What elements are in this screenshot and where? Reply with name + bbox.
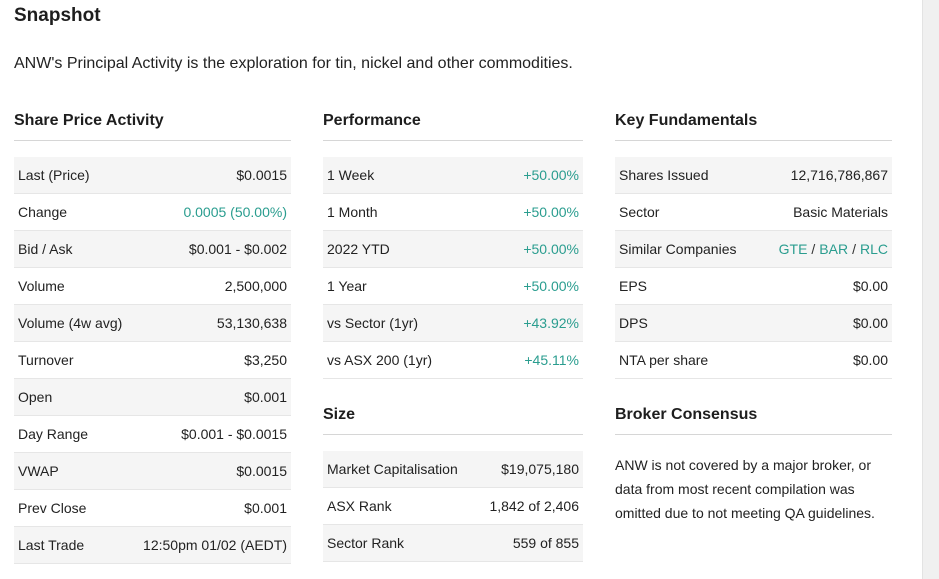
table-row: Market Capitalisation $19,075,180 (323, 451, 583, 488)
row-value: $0.001 - $0.0015 (181, 426, 287, 442)
row-label: VWAP (18, 463, 59, 479)
company-description: ANW's Principal Activity is the explorat… (14, 55, 573, 72)
row-label: 1 Month (327, 204, 378, 220)
row-value: +45.11% (524, 352, 579, 368)
row-value: +50.00% (523, 278, 579, 294)
row-label: Open (18, 389, 53, 405)
table-row: EPS $0.00 (615, 268, 892, 305)
row-label: Sector (619, 204, 660, 220)
row-label: Prev Close (18, 500, 87, 516)
table-row: 2022 YTD +50.00% (323, 231, 583, 268)
row-value: +50.00% (523, 241, 579, 257)
row-value: +43.92% (523, 315, 579, 331)
table-row: Last (Price) $0.0015 (14, 157, 291, 194)
row-value: $19,075,180 (501, 461, 579, 477)
table-row: Volume 2,500,000 (14, 268, 291, 305)
row-label: Bid / Ask (18, 241, 73, 257)
row-value: 2,500,000 (224, 278, 287, 294)
row-value: 1,842 of 2,406 (489, 498, 579, 514)
row-label: Last (Price) (18, 167, 90, 183)
similar-companies-links: GTE / BAR / RLC (779, 241, 888, 257)
row-label: Last Trade (18, 537, 85, 553)
similar-company-link-rlc[interactable]: RLC (859, 241, 888, 257)
performance-heading: Performance (323, 112, 583, 141)
size-table: Market Capitalisation $19,075,180 ASX Ran… (323, 451, 583, 562)
table-row: Open $0.001 (14, 379, 291, 416)
row-value: Basic Materials (793, 204, 888, 220)
table-row: 1 Week +50.00% (323, 157, 583, 194)
row-label: vs ASX 200 (1yr) (327, 352, 433, 368)
table-row: Sector Basic Materials (615, 194, 892, 231)
link-separator: / (852, 241, 856, 257)
row-label: Shares Issued (619, 167, 709, 183)
row-value: 12,716,786,867 (790, 167, 888, 183)
share-price-table: Last (Price) $0.0015 Change 0.0005 (50.00%… (14, 157, 291, 564)
row-value: $0.001 (244, 500, 287, 516)
table-row: Prev Close $0.001 (14, 490, 291, 527)
row-label: Similar Companies (619, 241, 737, 257)
row-value: 0.0005 (50.00%) (183, 204, 287, 220)
table-row: Bid / Ask $0.001 - $0.002 (14, 231, 291, 268)
vertical-scrollbar[interactable] (922, 0, 939, 579)
row-label: 1 Week (327, 167, 375, 183)
share-price-heading: Share Price Activity (14, 112, 291, 141)
row-value: 12:50pm 01/02 (AEDT) (143, 537, 287, 553)
size-heading: Size (323, 406, 583, 435)
table-row: Day Range $0.001 - $0.0015 (14, 416, 291, 453)
row-label: Sector Rank (327, 535, 405, 551)
row-label: Volume (18, 278, 65, 294)
similar-company-link-bar[interactable]: BAR (819, 241, 849, 257)
row-label: Volume (4w avg) (18, 315, 123, 331)
page-title: Snapshot (14, 5, 101, 26)
table-row: Change 0.0005 (50.00%) (14, 194, 291, 231)
table-row: vs ASX 200 (1yr) +45.11% (323, 342, 583, 379)
table-row: DPS $0.00 (615, 305, 892, 342)
table-row: Shares Issued 12,716,786,867 (615, 157, 892, 194)
table-row: ASX Rank 1,842 of 2,406 (323, 488, 583, 525)
row-value: $0.00 (852, 315, 888, 331)
table-row: VWAP $0.0015 (14, 453, 291, 490)
key-fundamentals-heading: Key Fundamentals (615, 112, 892, 141)
row-label: vs Sector (1yr) (327, 315, 419, 331)
row-label: Market Capitalisation (327, 461, 458, 477)
key-fundamentals-table: Shares Issued 12,716,786,867 Sector Basic … (615, 157, 892, 379)
row-label: 1 Year (327, 278, 367, 294)
table-row: Turnover $3,250 (14, 342, 291, 379)
row-value: +50.00% (523, 204, 579, 220)
row-value: $0.001 (244, 389, 287, 405)
table-row: Volume (4w avg) 53,130,638 (14, 305, 291, 342)
row-value: $0.001 - $0.002 (188, 241, 287, 257)
row-label: NTA per share (619, 352, 709, 368)
row-label: 2022 YTD (327, 241, 390, 257)
similar-company-link-gte[interactable]: GTE (778, 241, 808, 257)
table-row: NTA per share $0.00 (615, 342, 892, 379)
row-label: Change (18, 204, 68, 220)
table-row: Sector Rank 559 of 855 (323, 525, 583, 562)
row-value: 559 of 855 (512, 535, 579, 551)
row-label: ASX Rank (327, 498, 392, 514)
row-value: $0.0015 (236, 463, 287, 479)
row-label: Day Range (18, 426, 89, 442)
row-label: Turnover (18, 352, 74, 368)
broker-consensus-heading: Broker Consensus (615, 406, 892, 435)
table-row: Last Trade 12:50pm 01/02 (AEDT) (14, 527, 291, 564)
table-row: 1 Month +50.00% (323, 194, 583, 231)
row-value: 53,130,638 (216, 315, 287, 331)
row-value: $0.0015 (236, 167, 287, 183)
row-value: $0.00 (852, 352, 888, 368)
table-row: Similar Companies GTE / BAR / RLC (615, 231, 892, 268)
table-row: 1 Year +50.00% (323, 268, 583, 305)
performance-table: 1 Week +50.00% 1 Month +50.00% 2022 YTD +50… (323, 157, 583, 379)
row-label: EPS (619, 278, 648, 294)
row-value: $0.00 (852, 278, 888, 294)
row-value: +50.00% (523, 167, 579, 183)
row-label: DPS (619, 315, 648, 331)
link-separator: / (811, 241, 816, 257)
broker-consensus-text: ANW is not covered by a major broker, or… (615, 457, 875, 521)
row-value: $3,250 (244, 352, 287, 368)
table-row: vs Sector (1yr) +43.92% (323, 305, 583, 342)
